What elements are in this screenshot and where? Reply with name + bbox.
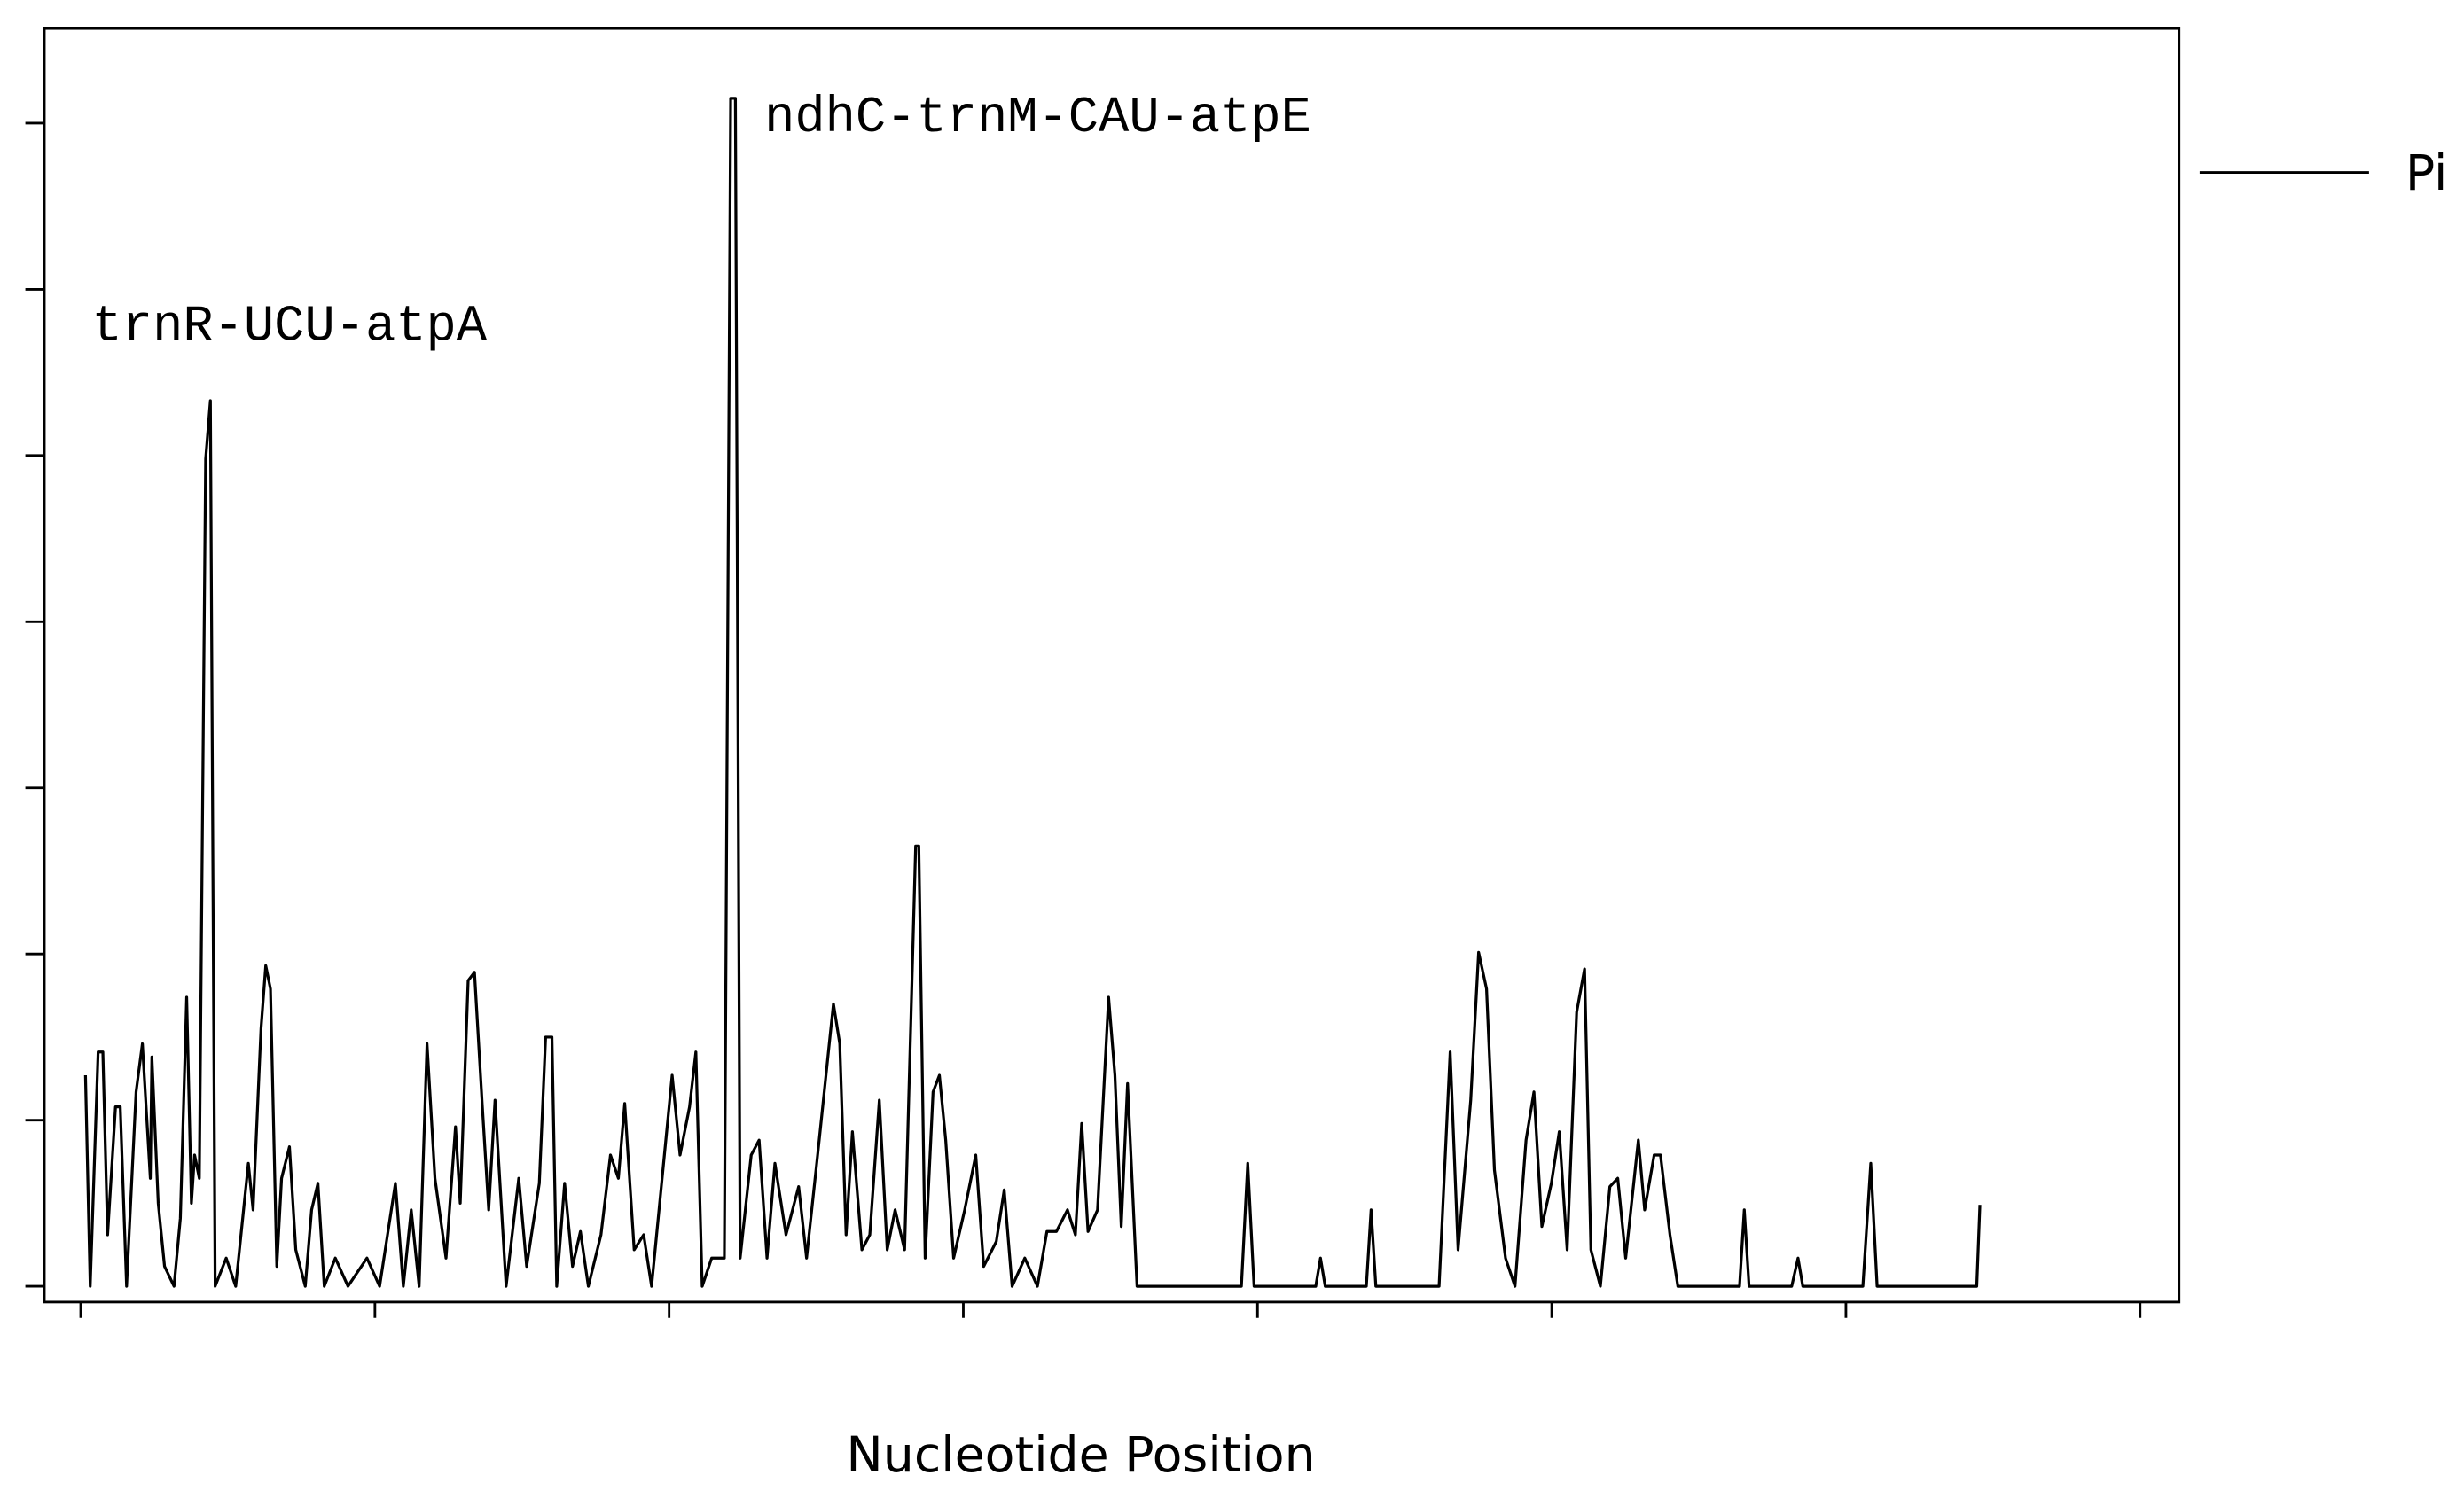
plot-frame bbox=[43, 27, 2181, 1304]
x-axis-label: Nucleotide Position bbox=[846, 1427, 1315, 1484]
annotation: trnR-UCU-atpA bbox=[92, 299, 488, 356]
data-line bbox=[83, 97, 1982, 1288]
annotation: ndhC-trnM-CAU-atpE bbox=[764, 90, 1311, 147]
legend-label: Pi bbox=[2405, 145, 2448, 202]
